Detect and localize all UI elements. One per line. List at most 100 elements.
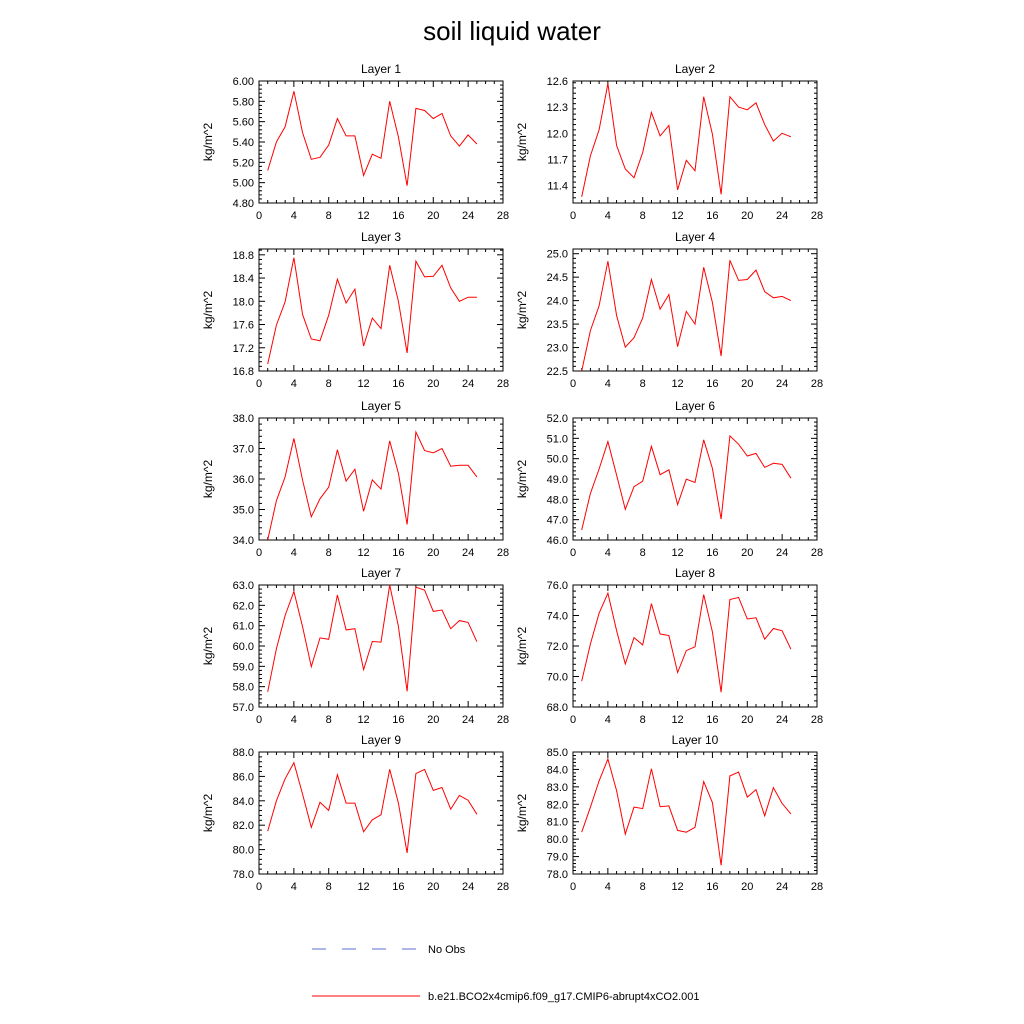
x-tick-label: 28	[497, 881, 509, 893]
x-tick-label: 0	[570, 714, 576, 726]
y-tick-label: 81.0	[547, 817, 568, 829]
series-line	[267, 584, 478, 692]
x-tick-label: 24	[776, 210, 788, 222]
y-axis-label: kg/m^2	[201, 123, 215, 162]
x-tick-label: 20	[427, 378, 439, 390]
y-tick-label: 82.0	[233, 820, 254, 832]
x-tick-label: 24	[462, 881, 474, 893]
panel-layer-10: Layer 10 kg/m^2 0 4 8 12 16 20 24 28 78.0 79.0 80.0 8…	[515, 733, 823, 893]
x-tick-label: 12	[671, 378, 683, 390]
series-line	[267, 430, 478, 541]
x-tick-label: 12	[357, 881, 369, 893]
series-line	[581, 260, 792, 372]
y-tick-label: 18.8	[233, 250, 254, 262]
y-tick-label: 23.0	[547, 343, 568, 355]
y-tick-label: 70.0	[547, 672, 568, 684]
x-tick-label: 12	[357, 210, 369, 222]
x-tick-label: 16	[392, 547, 404, 559]
x-tick-label: 20	[741, 714, 753, 726]
x-tick-label: 20	[741, 210, 753, 222]
y-tick-label: 35.0	[233, 505, 254, 517]
x-tick-label: 4	[605, 547, 611, 559]
x-tick-label: 16	[706, 378, 718, 390]
y-tick-label: 78.0	[233, 869, 254, 881]
series-line	[581, 757, 792, 866]
y-tick-label: 61.0	[233, 621, 254, 633]
series-line	[581, 591, 792, 693]
panel-title: Layer 9	[361, 733, 401, 747]
x-tick-label: 12	[671, 714, 683, 726]
y-tick-label: 50.0	[547, 454, 568, 466]
y-tick-label: 18.4	[233, 273, 254, 285]
y-tick-label: 68.0	[547, 702, 568, 714]
y-tick-label: 11.7	[547, 154, 568, 166]
y-tick-label: 74.0	[547, 611, 568, 623]
y-axis-label: kg/m^2	[515, 627, 529, 666]
series-line	[267, 91, 478, 186]
x-tick-label: 16	[392, 881, 404, 893]
y-tick-label: 79.0	[547, 852, 568, 864]
x-tick-label: 8	[326, 547, 332, 559]
y-tick-label: 12.3	[547, 102, 568, 114]
y-tick-label: 5.00	[233, 178, 254, 190]
x-tick-label: 24	[776, 881, 788, 893]
x-tick-label: 0	[256, 210, 262, 222]
plot-frame	[258, 417, 504, 541]
series-line	[581, 434, 792, 531]
x-tick-label: 8	[326, 210, 332, 222]
x-tick-label: 12	[357, 378, 369, 390]
y-axis-label: kg/m^2	[201, 291, 215, 330]
y-tick-label: 5.20	[233, 157, 254, 169]
x-tick-label: 0	[256, 547, 262, 559]
y-tick-label: 46.0	[547, 535, 568, 547]
x-tick-label: 24	[462, 210, 474, 222]
y-tick-label: 86.0	[233, 771, 254, 783]
x-tick-label: 4	[291, 714, 297, 726]
y-tick-label: 6.00	[233, 76, 254, 88]
series-line	[581, 83, 792, 198]
x-tick-label: 8	[326, 378, 332, 390]
y-tick-label: 18.0	[233, 296, 254, 308]
plot-frame	[572, 417, 818, 541]
x-tick-label: 0	[570, 378, 576, 390]
y-axis-label: kg/m^2	[201, 627, 215, 666]
y-tick-label: 85.0	[547, 747, 568, 759]
plot-frame	[572, 751, 818, 875]
x-tick-label: 20	[427, 210, 439, 222]
plot-frame	[572, 80, 818, 204]
x-tick-label: 20	[741, 881, 753, 893]
y-tick-label: 22.5	[547, 366, 568, 378]
y-tick-label: 25.0	[547, 249, 568, 261]
x-tick-label: 28	[811, 210, 823, 222]
x-tick-label: 0	[570, 210, 576, 222]
x-tick-label: 24	[776, 714, 788, 726]
x-tick-label: 28	[811, 881, 823, 893]
legend-label-model: b.e21.BCO2x4cmip6.f09_g17.CMIP6-abrupt4x…	[428, 991, 700, 1003]
x-tick-label: 16	[706, 881, 718, 893]
panel-layer-6: Layer 6 kg/m^2 0 4 8 12 16 20 24 28 46.0 47.0 48.0 49…	[515, 399, 823, 559]
x-tick-label: 16	[706, 210, 718, 222]
y-tick-label: 17.6	[233, 320, 254, 332]
x-tick-label: 28	[811, 714, 823, 726]
y-tick-label: 49.0	[547, 474, 568, 486]
x-tick-label: 16	[392, 378, 404, 390]
x-tick-label: 0	[256, 378, 262, 390]
y-tick-label: 60.0	[233, 641, 254, 653]
figure-title: soil liquid water	[423, 16, 601, 46]
y-tick-label: 38.0	[233, 413, 254, 425]
y-tick-label: 58.0	[233, 682, 254, 694]
x-tick-label: 8	[640, 547, 646, 559]
panel-layer-3: Layer 3 kg/m^2 0 4 8 12 16 20 24 28 16.8 17.2 17.6 18…	[201, 230, 509, 390]
y-axis-label: kg/m^2	[515, 460, 529, 499]
y-tick-label: 82.0	[547, 799, 568, 811]
y-tick-label: 51.0	[547, 433, 568, 445]
y-tick-label: 83.0	[547, 782, 568, 794]
y-tick-label: 84.0	[547, 764, 568, 776]
y-tick-label: 72.0	[547, 641, 568, 653]
x-tick-label: 12	[671, 547, 683, 559]
panel-layer-2: Layer 2 kg/m^2 0 4 8 12 16 20 24 28 11.4 11.7 12.0 12…	[515, 62, 823, 222]
panel-title: Layer 5	[361, 399, 401, 413]
x-tick-label: 4	[291, 547, 297, 559]
x-tick-label: 28	[497, 547, 509, 559]
x-tick-label: 4	[605, 378, 611, 390]
